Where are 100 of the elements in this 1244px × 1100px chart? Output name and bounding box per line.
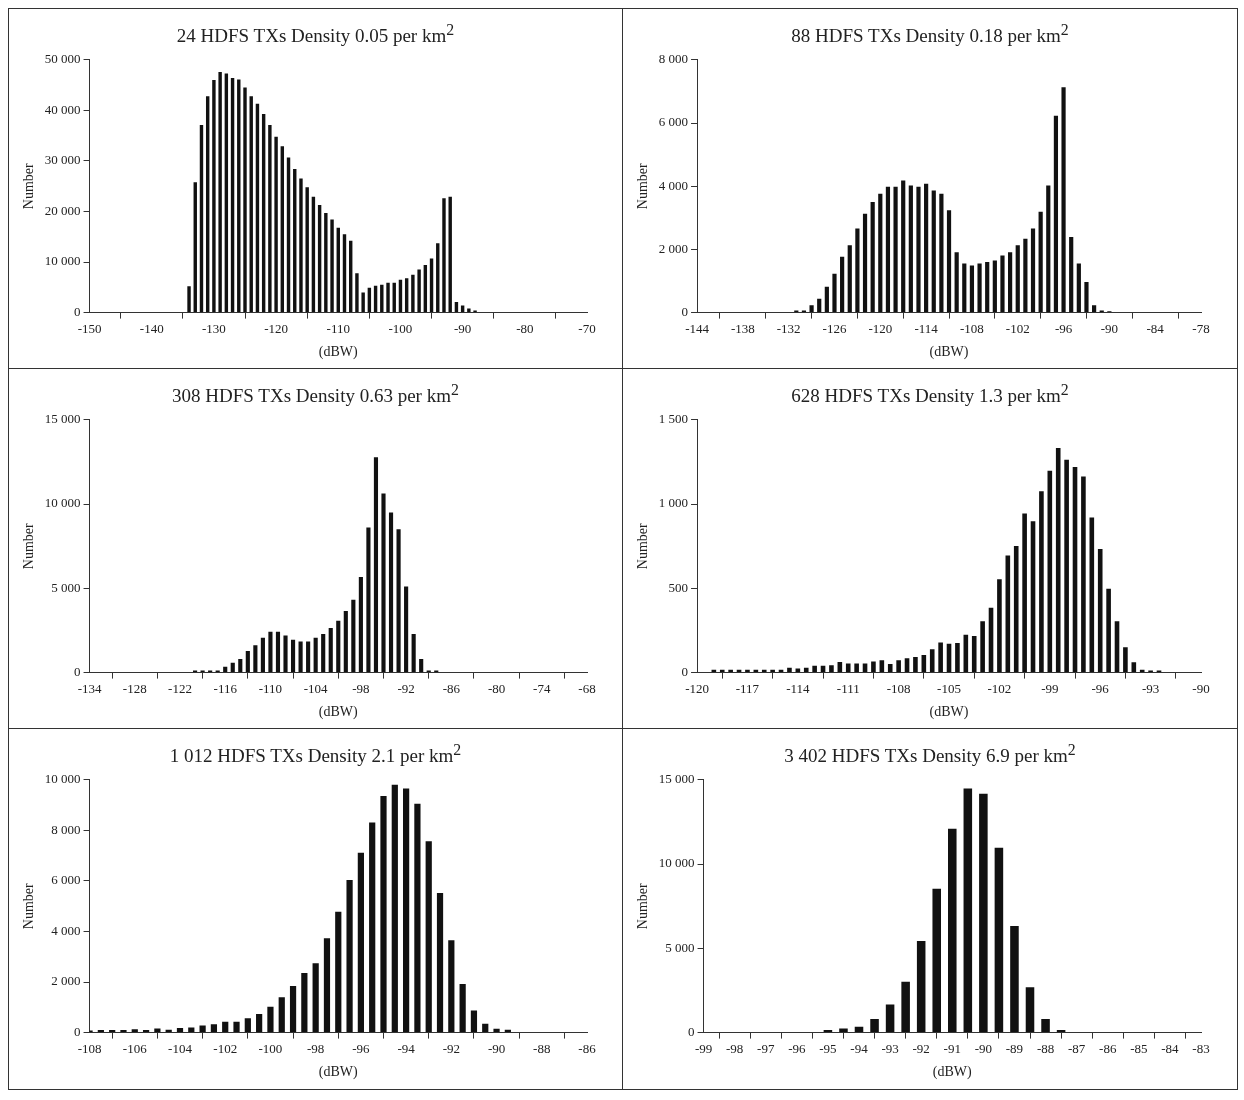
x-tick-label: -120 (685, 680, 709, 696)
x-tick-label: -128 (122, 680, 147, 696)
x-tick-label: -90 (1192, 680, 1210, 696)
y-tick-label: 10 000 (44, 495, 81, 511)
y-tick-label: 8 000 (658, 51, 689, 67)
x-tick-label: -85 (1130, 1040, 1148, 1056)
chart-title: 1 012 HDFS TXs Density 2.1 per km$^{2}$ (168, 740, 463, 769)
y-tick-label: 20 000 (44, 202, 81, 218)
y-axis-title: Number (21, 162, 37, 210)
y-tick-label: 0 (74, 304, 81, 320)
x-tick-label: -111 (836, 680, 860, 696)
x-tick-label: -94 (397, 1040, 416, 1056)
y-tick-label: 15 000 (658, 771, 695, 787)
x-tick-label: -83 (1192, 1040, 1210, 1056)
y-tick-label: 0 (74, 664, 81, 680)
x-axis-title: (dBW) (318, 1064, 359, 1081)
x-tick-label: -134 (77, 680, 102, 696)
x-tick-label: -122 (168, 680, 192, 696)
x-tick-label: -110 (258, 680, 283, 696)
x-tick-label: -87 (1067, 1040, 1086, 1056)
x-tick-label: -102 (987, 680, 1012, 696)
x-tick-label: -86 (1099, 1040, 1117, 1056)
x-tick-label: -120 (264, 320, 289, 336)
x-tick-label: -100 (388, 320, 413, 336)
x-tick-label: -99 (694, 1040, 713, 1056)
x-tick-label: -106 (122, 1040, 148, 1056)
chart-title: 24 HDFS TXs Density 0.05 per km$^{2}$ (175, 20, 456, 49)
x-tick-label: -102 (213, 1040, 238, 1056)
y-tick-label: 0 (681, 304, 689, 320)
x-tick-label: -90 (453, 320, 472, 336)
chart-title: 3 402 HDFS TXs Density 6.9 per km$^{2}$ (783, 740, 1077, 769)
x-tick-label: -110 (326, 320, 350, 336)
x-tick-label: -140 (139, 320, 164, 336)
y-tick-label: 1 000 (658, 495, 689, 511)
y-tick-label: 0 (74, 1024, 81, 1040)
y-tick-label: 5 000 (665, 939, 695, 955)
x-tick-label: -84 (1146, 320, 1165, 336)
x-tick-label: -99 (1041, 680, 1059, 696)
x-tick-label: -70 (578, 320, 596, 336)
y-axis-title: Number (635, 522, 651, 570)
x-tick-label: -150 (77, 320, 102, 336)
x-tick-label: -117 (735, 680, 760, 696)
x-tick-label: -88 (1036, 1040, 1055, 1056)
x-tick-label: -90 (487, 1040, 506, 1056)
x-tick-label: -92 (442, 1040, 460, 1056)
chart-title: 308 HDFS TXs Density 0.63 per km$^{2}$ (171, 380, 460, 409)
x-tick-label: -93 (881, 1040, 899, 1056)
x-tick-label: -98 (725, 1040, 744, 1056)
x-tick-label: -96 (352, 1040, 371, 1056)
x-tick-label: -120 (868, 320, 893, 336)
x-tick-label: -91 (943, 1040, 961, 1056)
x-tick-label: -138 (730, 320, 755, 336)
y-tick-label: 40 000 (44, 101, 81, 117)
y-tick-label: 5 000 (51, 579, 81, 595)
x-tick-label: -144 (685, 320, 710, 336)
y-tick-label: 10 000 (44, 253, 81, 269)
x-tick-label: -92 (397, 680, 415, 696)
x-tick-label: -74 (533, 680, 551, 696)
x-tick-label: -132 (776, 320, 801, 336)
y-tick-label: 30 000 (44, 152, 81, 168)
x-tick-label: -114 (786, 680, 811, 696)
x-tick-label: -96 (1054, 320, 1073, 336)
x-tick-label: -130 (201, 320, 226, 336)
x-axis-title: (dBW) (318, 704, 359, 721)
y-axis-title: Number (21, 882, 37, 930)
y-tick-label: 10 000 (658, 855, 695, 871)
x-tick-label: -114 (914, 320, 939, 336)
x-tick-label: -78 (1192, 320, 1210, 336)
x-tick-label: -80 (487, 680, 506, 696)
x-tick-label: -90 (1100, 320, 1119, 336)
y-tick-label: 10 000 (44, 771, 81, 787)
x-axis-title: (dBW) (318, 344, 359, 361)
x-tick-label: -90 (974, 1040, 993, 1056)
x-tick-label: -88 (533, 1040, 551, 1056)
x-tick-label: -108 (960, 320, 984, 336)
x-tick-label: -86 (442, 680, 461, 696)
x-tick-label: -96 (1091, 680, 1110, 696)
x-tick-label: -93 (1141, 680, 1160, 696)
x-tick-label: -102 (1005, 320, 1030, 336)
x-tick-label: -95 (819, 1040, 837, 1056)
chart-title: 88 HDFS TXs Density 0.18 per km$^{2}$ (790, 20, 1070, 49)
y-tick-label: 0 (688, 1024, 695, 1040)
y-tick-label: 6 000 (51, 872, 81, 888)
x-tick-label: -104 (303, 680, 329, 696)
y-axis-title: Number (635, 882, 651, 930)
y-tick-label: 500 (668, 579, 689, 595)
y-tick-label: 15 000 (44, 411, 81, 427)
x-tick-label: -80 (516, 320, 534, 336)
y-tick-label: 4 000 (658, 177, 689, 193)
x-tick-label: -89 (1005, 1040, 1024, 1056)
x-axis-title: (dBW) (929, 704, 969, 721)
x-tick-label: -92 (912, 1040, 930, 1056)
x-tick-label: -68 (578, 680, 596, 696)
y-axis-title: Number (21, 522, 37, 570)
x-tick-label: -116 (213, 680, 238, 696)
x-tick-label: -100 (258, 1040, 283, 1056)
y-tick-label: 4 000 (51, 922, 81, 938)
x-tick-label: -108 (77, 1040, 102, 1056)
x-tick-label: -94 (850, 1040, 869, 1056)
x-tick-label: -104 (168, 1040, 193, 1056)
